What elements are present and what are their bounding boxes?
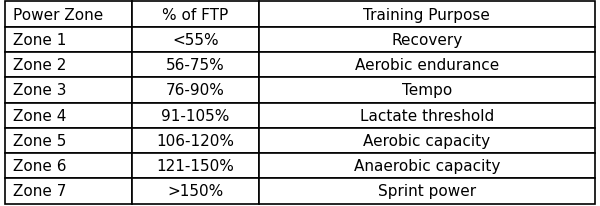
Bar	[5, 128, 132, 153]
Bar	[259, 178, 595, 204]
Text: 91-105%: 91-105%	[161, 108, 229, 123]
Text: Zone 2: Zone 2	[13, 58, 67, 73]
Text: 76-90%: 76-90%	[166, 83, 224, 98]
Text: <55%: <55%	[172, 33, 218, 48]
Text: Zone 4: Zone 4	[13, 108, 67, 123]
Bar	[259, 103, 595, 128]
Text: Zone 6: Zone 6	[13, 158, 67, 173]
Bar	[259, 128, 595, 153]
Text: Sprint power: Sprint power	[378, 184, 476, 198]
Bar	[5, 78, 132, 103]
Bar	[5, 153, 132, 178]
Bar	[5, 2, 132, 28]
Text: Tempo: Tempo	[402, 83, 452, 98]
Text: Anaerobic capacity: Anaerobic capacity	[354, 158, 500, 173]
Bar	[132, 128, 259, 153]
Bar	[132, 178, 259, 204]
Bar	[259, 153, 595, 178]
Text: Zone 1: Zone 1	[13, 33, 67, 48]
Bar	[132, 78, 259, 103]
Text: Lactate threshold: Lactate threshold	[360, 108, 494, 123]
Text: % of FTP: % of FTP	[162, 8, 229, 22]
Bar	[259, 2, 595, 28]
Bar	[5, 178, 132, 204]
Bar	[132, 28, 259, 53]
Bar	[132, 53, 259, 78]
Text: Zone 7: Zone 7	[13, 184, 67, 198]
Bar	[5, 103, 132, 128]
Text: Training Purpose: Training Purpose	[364, 8, 490, 22]
Bar	[259, 78, 595, 103]
Text: 56-75%: 56-75%	[166, 58, 224, 73]
Text: Zone 5: Zone 5	[13, 133, 67, 148]
Bar	[132, 2, 259, 28]
Text: Aerobic capacity: Aerobic capacity	[364, 133, 490, 148]
Text: Zone 3: Zone 3	[13, 83, 67, 98]
Bar	[259, 28, 595, 53]
Bar	[5, 28, 132, 53]
Text: Aerobic endurance: Aerobic endurance	[355, 58, 499, 73]
Text: Recovery: Recovery	[391, 33, 463, 48]
Text: >150%: >150%	[167, 184, 223, 198]
Bar	[132, 103, 259, 128]
Bar	[5, 53, 132, 78]
Text: 121-150%: 121-150%	[156, 158, 234, 173]
Bar	[259, 53, 595, 78]
Text: Power Zone: Power Zone	[13, 8, 103, 22]
Text: 106-120%: 106-120%	[156, 133, 234, 148]
Bar	[132, 153, 259, 178]
